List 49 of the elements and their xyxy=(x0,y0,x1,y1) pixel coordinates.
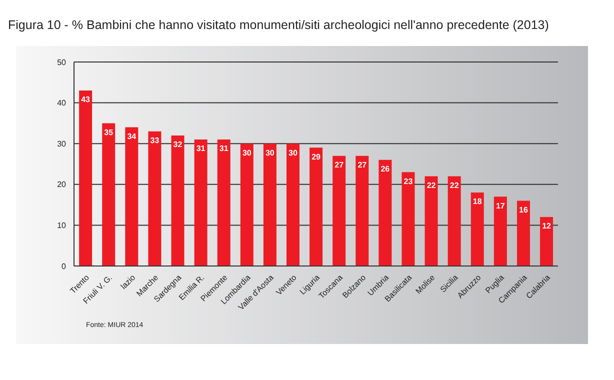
data-label: 16 xyxy=(519,205,528,214)
data-label: 30 xyxy=(266,148,275,158)
data-label: 17 xyxy=(496,201,506,210)
data-label: 27 xyxy=(358,160,368,170)
bar xyxy=(217,140,230,266)
bar xyxy=(125,127,138,266)
bar xyxy=(332,156,346,266)
bar xyxy=(402,172,415,266)
data-label: 30 xyxy=(242,148,252,158)
data-label: 31 xyxy=(219,144,229,154)
data-label: 12 xyxy=(542,222,552,231)
data-label: 23 xyxy=(404,176,414,186)
bar xyxy=(263,144,276,266)
bar xyxy=(194,140,208,266)
data-label: 29 xyxy=(312,152,322,162)
data-label: 22 xyxy=(426,180,436,190)
chart-title: Figura 10 - % Bambini che hanno visitato monumenti/siti archeologici nell'anno precedente (2013) xyxy=(8,18,549,32)
data-label: 43 xyxy=(81,95,91,104)
bar xyxy=(102,123,116,266)
data-label: 18 xyxy=(472,197,482,206)
bar xyxy=(240,144,254,266)
data-label: 33 xyxy=(150,136,160,146)
y-tick-label: 50 xyxy=(57,58,67,67)
data-label: 26 xyxy=(380,164,390,174)
bar xyxy=(516,200,530,266)
data-label: 27 xyxy=(334,160,344,170)
bar xyxy=(448,176,461,266)
y-tick-label: 0 xyxy=(62,262,67,271)
bar xyxy=(424,176,438,266)
bar xyxy=(378,160,392,266)
data-label: 35 xyxy=(104,128,114,137)
data-label: 32 xyxy=(173,140,183,150)
y-tick-label: 40 xyxy=(57,98,67,108)
bar xyxy=(470,192,484,266)
bar xyxy=(356,156,369,266)
bar xyxy=(310,148,323,266)
bar xyxy=(148,131,162,266)
y-tick-label: 20 xyxy=(57,180,67,190)
bar xyxy=(494,196,507,266)
bar xyxy=(171,135,184,266)
data-label: 31 xyxy=(196,144,206,154)
y-tick-label: 10 xyxy=(57,221,67,230)
data-label: 22 xyxy=(450,180,460,190)
bar xyxy=(286,144,300,266)
bar xyxy=(79,90,92,266)
data-label: 34 xyxy=(127,132,137,141)
bar xyxy=(540,217,554,266)
y-tick-label: 30 xyxy=(57,139,67,148)
data-label: 30 xyxy=(288,148,298,158)
